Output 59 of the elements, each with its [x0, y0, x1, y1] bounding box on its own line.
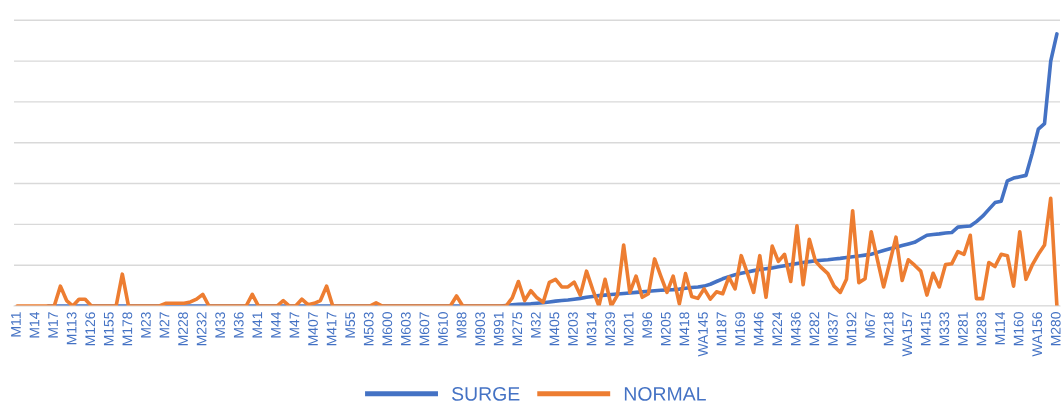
x-tick-label: M218 — [883, 312, 894, 346]
x-tick-label: M178 — [122, 312, 133, 346]
legend-label: SURGE — [451, 387, 520, 401]
x-tick-label: M903 — [475, 312, 486, 346]
x-tick-label: M203 — [568, 312, 578, 346]
x-tick-label: M160 — [1013, 312, 1024, 346]
x-tick-label: M23 — [140, 312, 151, 338]
x-tick-label: M415 — [920, 312, 931, 346]
x-tick-label: M114 — [995, 311, 1005, 345]
x-tick-label: M47 — [289, 312, 300, 338]
x-tick-label: M283 — [976, 312, 987, 346]
x-tick-label: M314 — [586, 311, 597, 346]
x-tick-label: M11 — [11, 312, 21, 337]
x-tick-label: WA145 — [698, 312, 708, 357]
x-tick-label: M126 — [85, 312, 96, 346]
x-tick-label: M603 — [400, 312, 411, 346]
x-tick-label: M96 — [642, 312, 653, 338]
x-tick-label: M33 — [215, 312, 226, 338]
x-tick-label: M610 — [438, 312, 448, 346]
x-tick-label: M55 — [345, 312, 356, 338]
x-tick-label: M192 — [846, 312, 857, 346]
x-tick-label: M405 — [549, 312, 560, 346]
x-tick-label: M418 — [679, 312, 690, 346]
x-tick-label: M503 — [363, 312, 374, 346]
x-tick-label: M36 — [233, 312, 244, 338]
x-tick-label: M169 — [735, 312, 745, 346]
x-tick-label: M280 — [1050, 312, 1061, 346]
x-tick-label: M14 — [29, 311, 40, 338]
x-tick-label: M187 — [716, 312, 727, 346]
legend-label: NORMAL — [624, 387, 706, 401]
x-tick-label: M275 — [512, 312, 523, 346]
x-tick-label: WA157 — [902, 312, 913, 357]
x-tick-label: M607 — [419, 312, 430, 346]
x-tick-label: M991 — [493, 312, 504, 346]
x-tick-label: M600 — [382, 312, 393, 346]
x-tick-label: M41 — [252, 312, 263, 338]
x-tick-label: M32 — [530, 312, 541, 338]
x-tick-label: M88 — [456, 312, 467, 338]
x-tick-label: M333 — [939, 312, 950, 346]
x-tick-label: M205 — [660, 312, 671, 346]
x-tick-label: M436 — [790, 312, 801, 346]
x-tick-label: M201 — [623, 312, 634, 346]
x-tick-label: M446 — [753, 312, 764, 346]
x-tick-label: M155 — [103, 312, 114, 346]
x-tick-label: M44 — [271, 311, 281, 338]
x-tick-label: M17 — [48, 312, 58, 338]
x-tick-label: M281 — [957, 312, 968, 346]
x-tick-label: M337 — [827, 312, 838, 346]
x-tick-label: M27 — [159, 312, 170, 338]
x-tick-label: M224 — [772, 311, 782, 346]
x-tick-label: M113 — [66, 312, 77, 345]
x-tick-label: M282 — [809, 312, 820, 346]
x-tick-label: WA156 — [1032, 312, 1043, 357]
x-tick-label: M228 — [178, 312, 188, 346]
x-tick-label: M239 — [605, 312, 615, 346]
x-tick-label: M417 — [326, 312, 337, 346]
x-tick-label: M232 — [196, 312, 207, 346]
x-tick-label: M67 — [865, 312, 875, 338]
x-tick-label: M407 — [308, 312, 318, 346]
